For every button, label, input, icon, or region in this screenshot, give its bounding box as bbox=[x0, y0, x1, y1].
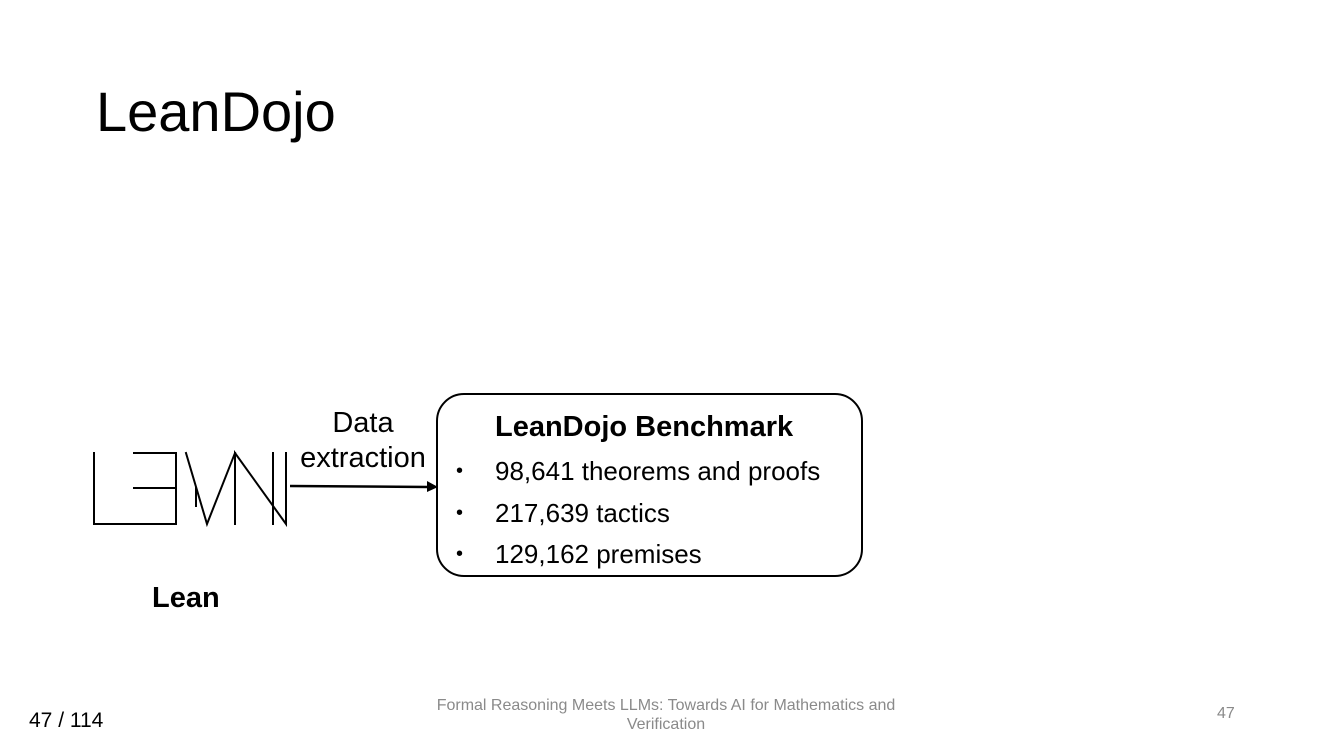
benchmark-item-text: 217,639 tactics bbox=[495, 497, 670, 528]
footer-presentation-title: Formal Reasoning Meets LLMs: Towards AI … bbox=[436, 697, 896, 733]
page-counter: 47 / 114 bbox=[29, 709, 104, 732]
benchmark-title: LeanDojo Benchmark bbox=[495, 411, 794, 443]
benchmark-list: • 98,641 theorems and proofs • 217,639 t… bbox=[456, 453, 820, 578]
benchmark-item-text: 129,162 premises bbox=[495, 539, 702, 569]
bullet-icon: • bbox=[456, 543, 464, 565]
lean-logo-icon bbox=[93, 449, 287, 528]
slide-title: LeanDojo bbox=[96, 80, 336, 143]
arrow-label-line1: Data bbox=[332, 407, 394, 439]
list-item: • 98,641 theorems and proofs bbox=[456, 453, 820, 495]
benchmark-item-text: 98,641 theorems and proofs bbox=[495, 456, 821, 486]
arrow-label: Data extraction bbox=[296, 406, 430, 476]
benchmark-box: LeanDojo Benchmark • 98,641 theorems and… bbox=[436, 393, 863, 577]
bullet-icon: • bbox=[456, 460, 464, 482]
list-item: • 217,639 tactics bbox=[456, 495, 820, 537]
bullet-icon: • bbox=[456, 501, 464, 524]
list-item: • 129,162 premises bbox=[456, 536, 820, 578]
arrow-right-icon bbox=[289, 481, 438, 492]
arrow-label-line2: extraction bbox=[300, 442, 426, 474]
lean-caption: Lean bbox=[152, 582, 220, 614]
slide-number: 47 bbox=[1217, 705, 1235, 722]
